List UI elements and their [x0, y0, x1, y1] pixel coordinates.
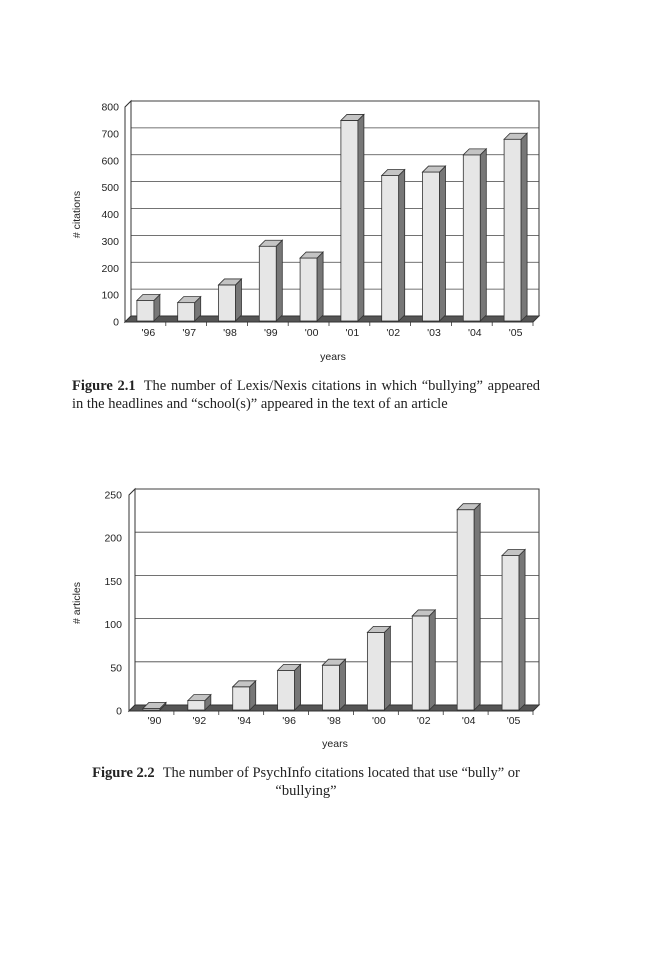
bar	[187, 700, 206, 711]
figure-2-1-caption-number: Figure 2.1	[72, 378, 136, 394]
x-tick-label: '98	[223, 327, 237, 339]
y-axis-label: # articles	[71, 582, 83, 624]
bar-side	[294, 663, 302, 711]
bar-top	[176, 296, 202, 304]
x-axis-label: years	[322, 738, 348, 750]
bar-top	[501, 549, 527, 556]
x-tick-label: '02	[386, 327, 400, 339]
figure-2-2-caption-text: The number of PsychInfo citations locate…	[162, 765, 520, 799]
bar-top	[462, 148, 488, 156]
y-tick-label: 600	[101, 155, 119, 167]
bar-top	[231, 680, 257, 688]
figure-2-2: 0 50 100 150 200 250 '90 '92 '94 '96 '98 '00 '02 '04 '…	[71, 487, 541, 750]
y-tick-label: 700	[101, 128, 119, 140]
x-axis-label: years	[320, 351, 346, 363]
bar-top	[366, 625, 392, 633]
y-tick-label: 0	[113, 317, 119, 329]
bar-side	[383, 625, 391, 711]
y-tick-label: 500	[101, 182, 119, 194]
bar-top	[339, 114, 365, 121]
bar	[232, 686, 251, 711]
x-tick-label: '05	[507, 715, 521, 727]
y-tick-label: 0	[116, 706, 122, 718]
bar-top	[503, 132, 529, 140]
x-tick-label: '99	[264, 327, 278, 339]
x-tick-label: '04	[462, 715, 476, 727]
x-tick-label: '94	[237, 715, 251, 727]
x-tick-label: '96	[142, 327, 156, 339]
x-tick-label: '96	[282, 715, 296, 727]
bar	[501, 555, 520, 711]
bar	[456, 509, 475, 711]
figure-2-2-caption-number: Figure 2.2	[92, 765, 155, 781]
y-tick-label: 100	[104, 619, 122, 631]
y-tick-label: 800	[101, 102, 119, 114]
x-tick-label: '00	[305, 327, 319, 339]
y-tick-label: 200	[104, 533, 122, 545]
bar-top	[186, 694, 212, 702]
y-tick-label: 400	[101, 209, 119, 221]
citations-bar-chart: 0 100 200 300 400 500 600 700 800 '96 '97 '98 '99 '00…	[71, 99, 541, 363]
y-tick-label: 300	[101, 236, 119, 248]
bar-top	[258, 239, 284, 247]
bar	[322, 664, 340, 711]
x-tick-label: '01	[346, 327, 360, 339]
x-tick-label: '98	[327, 715, 341, 727]
x-tick-label: '90	[148, 715, 162, 727]
figure-2-1: 0 100 200 300 400 500 600 700 800 '96 '97 '98 '99 '00…	[0, 0, 646, 375]
bar-top	[411, 609, 437, 617]
bar-top	[456, 503, 482, 511]
bar-top	[299, 251, 325, 259]
y-tick-label: 50	[110, 662, 122, 674]
bar-top	[321, 658, 347, 666]
bar-side	[339, 658, 346, 711]
x-tick-label: '05	[509, 327, 523, 339]
bar	[277, 669, 296, 711]
x-tick-label: '04	[468, 327, 482, 339]
figure-2-2-caption: Figure 2.2 The number of PsychInfo citati…	[72, 764, 540, 800]
bar-side	[473, 502, 481, 711]
x-tick-label: '03	[427, 327, 441, 339]
bar-top	[135, 294, 161, 301]
figure-2-1-caption: Figure 2.1 The number of Lexis/Nexis cita…	[72, 377, 540, 413]
bar	[411, 615, 430, 711]
x-tick-label: '02	[417, 715, 431, 727]
x-tick-label: '00	[372, 715, 386, 727]
bar-top	[421, 165, 447, 173]
bar-top	[217, 278, 243, 286]
bar-top	[276, 663, 302, 671]
y-tick-label: 250	[104, 490, 122, 502]
x-tick-label: '92	[192, 715, 206, 727]
figure-2-1-caption-text: The number of Lexis/Nexis citations in w…	[72, 378, 541, 412]
y-tick-label: 150	[104, 576, 122, 588]
bar-top	[141, 702, 167, 709]
y-axis-wall	[128, 487, 136, 713]
articles-bar-chart: 0 50 100 150 200 250 '90 '92 '94 '96 '98 '00 '02 '04 '…	[71, 487, 541, 750]
bar-side	[428, 608, 436, 711]
y-tick-label: 200	[101, 263, 119, 275]
bar	[366, 631, 385, 711]
x-tick-label: '97	[182, 327, 196, 339]
y-axis-label: # citations	[71, 191, 83, 238]
bar-top	[380, 169, 406, 176]
y-tick-label: 100	[101, 290, 119, 302]
bar-side	[518, 548, 526, 711]
